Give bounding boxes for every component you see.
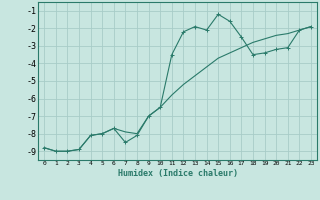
X-axis label: Humidex (Indice chaleur): Humidex (Indice chaleur) bbox=[118, 169, 238, 178]
